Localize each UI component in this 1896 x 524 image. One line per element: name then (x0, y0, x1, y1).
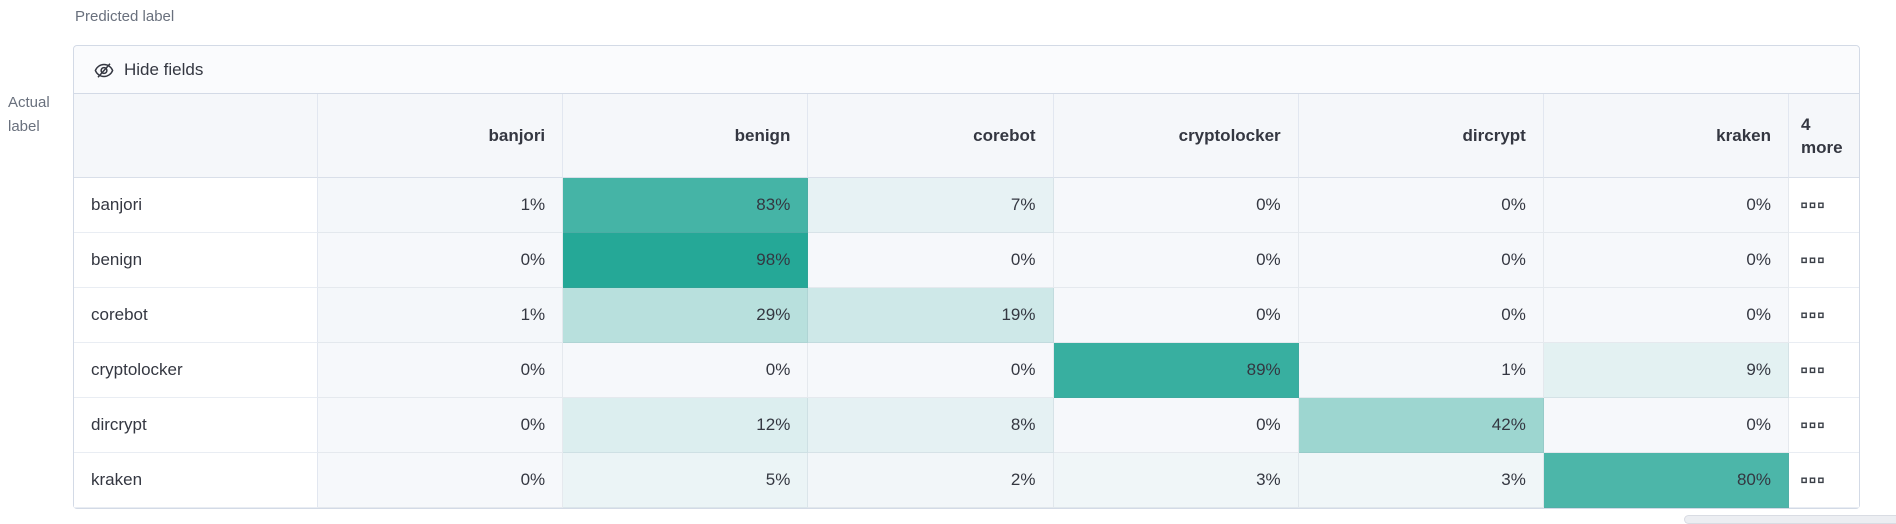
matrix-cell[interactable]: 0% (1298, 233, 1544, 288)
matrix-cell[interactable]: 1% (318, 288, 564, 343)
matrix-cell[interactable]: 0% (318, 398, 564, 453)
boxes-horizontal-icon (1801, 312, 1824, 318)
row-actions-cell[interactable] (1789, 453, 1859, 508)
row-actions-cell[interactable] (1789, 343, 1859, 398)
matrix-cell[interactable]: 0% (1543, 233, 1789, 288)
matrix-cell[interactable]: 98% (563, 233, 809, 288)
matrix-cell[interactable]: 1% (318, 178, 564, 233)
header-corner-cell (74, 94, 318, 178)
row-actions-cell[interactable] (1789, 233, 1859, 288)
matrix-cell[interactable]: 0% (1053, 178, 1299, 233)
column-header-label: dircrypt (1462, 125, 1526, 145)
boxes-horizontal-icon (1801, 257, 1824, 263)
column-header-label: kraken (1716, 125, 1771, 145)
matrix-cell[interactable]: 3% (1298, 453, 1544, 508)
column-header-label: corebot (973, 125, 1036, 145)
matrix-cell[interactable]: 0% (808, 233, 1054, 288)
matrix-cell[interactable]: 5% (563, 453, 809, 508)
matrix-cell[interactable]: 0% (318, 343, 564, 398)
column-header-kraken[interactable]: kraken (1543, 94, 1789, 178)
grid-toolbar: Hide fields (74, 46, 1859, 94)
matrix-cell[interactable]: 2% (808, 453, 1054, 508)
column-header-dircrypt[interactable]: dircrypt (1298, 94, 1544, 178)
confusion-matrix-panel: Hide fields banjori benign corebot cryptolo… (73, 45, 1860, 509)
matrix-cell[interactable]: 80% (1543, 453, 1789, 508)
matrix-cell[interactable]: 89% (1053, 343, 1299, 398)
column-header-label: banjori (488, 125, 546, 145)
matrix-cell[interactable]: 0% (318, 233, 564, 288)
matrix-cell[interactable]: 0% (1543, 288, 1789, 343)
row-actions-cell[interactable] (1789, 288, 1859, 343)
row-actions-cell[interactable] (1789, 178, 1859, 233)
row-label-cryptolocker[interactable]: cryptolocker (74, 343, 318, 398)
matrix-cell[interactable]: 0% (318, 453, 564, 508)
more-columns-count: 4 (1801, 114, 1811, 134)
row-label-dircrypt[interactable]: dircrypt (74, 398, 318, 453)
matrix-cell[interactable]: 0% (1298, 178, 1544, 233)
matrix-cell[interactable]: 9% (1543, 343, 1789, 398)
more-columns-header[interactable]: 4 more (1789, 94, 1859, 178)
matrix-cell[interactable]: 0% (1543, 178, 1789, 233)
row-label-benign[interactable]: benign (74, 233, 318, 288)
actual-axis-label: Actual label (8, 91, 50, 139)
predicted-axis-label: Predicted label (75, 8, 175, 25)
column-header-label: benign (734, 125, 791, 145)
actual-axis-label-line2: label (8, 118, 40, 135)
column-header-banjori[interactable]: banjori (318, 94, 564, 178)
matrix-cell[interactable]: 12% (563, 398, 809, 453)
row-label-banjori[interactable]: banjori (74, 178, 318, 233)
actual-axis-label-line1: Actual (8, 94, 50, 111)
matrix-cell[interactable]: 0% (808, 343, 1054, 398)
hide-fields-label: Hide fields (124, 59, 204, 79)
row-label-kraken[interactable]: kraken (74, 453, 318, 508)
boxes-horizontal-icon (1801, 202, 1824, 208)
eye-closed-icon (94, 60, 114, 80)
column-header-corebot[interactable]: corebot (808, 94, 1054, 178)
boxes-horizontal-icon (1801, 422, 1824, 428)
boxes-horizontal-icon (1801, 477, 1824, 483)
matrix-cell[interactable]: 7% (808, 178, 1054, 233)
matrix-cell[interactable]: 0% (1053, 233, 1299, 288)
more-columns-word: more (1801, 137, 1843, 157)
matrix-cell[interactable]: 0% (1053, 398, 1299, 453)
hide-fields-button[interactable]: Hide fields (94, 60, 203, 80)
matrix-cell[interactable]: 0% (1298, 288, 1544, 343)
horizontal-scrollbar-thumb[interactable] (1684, 515, 1896, 524)
matrix-cell[interactable]: 8% (808, 398, 1054, 453)
matrix-cell[interactable]: 0% (1053, 288, 1299, 343)
matrix-cell[interactable]: 83% (563, 178, 809, 233)
matrix-cell[interactable]: 0% (1543, 398, 1789, 453)
boxes-horizontal-icon (1801, 367, 1824, 373)
matrix-cell[interactable]: 29% (563, 288, 809, 343)
confusion-matrix-grid: banjori benign corebot cryptolocker dircrypt… (74, 94, 1859, 508)
row-actions-cell[interactable] (1789, 398, 1859, 453)
matrix-cell[interactable]: 42% (1298, 398, 1544, 453)
column-header-benign[interactable]: benign (563, 94, 809, 178)
matrix-cell[interactable]: 0% (563, 343, 809, 398)
matrix-cell[interactable]: 19% (808, 288, 1054, 343)
row-label-corebot[interactable]: corebot (74, 288, 318, 343)
matrix-cell[interactable]: 1% (1298, 343, 1544, 398)
matrix-cell[interactable]: 3% (1053, 453, 1299, 508)
column-header-label: cryptolocker (1178, 125, 1281, 145)
column-header-cryptolocker[interactable]: cryptolocker (1053, 94, 1299, 178)
